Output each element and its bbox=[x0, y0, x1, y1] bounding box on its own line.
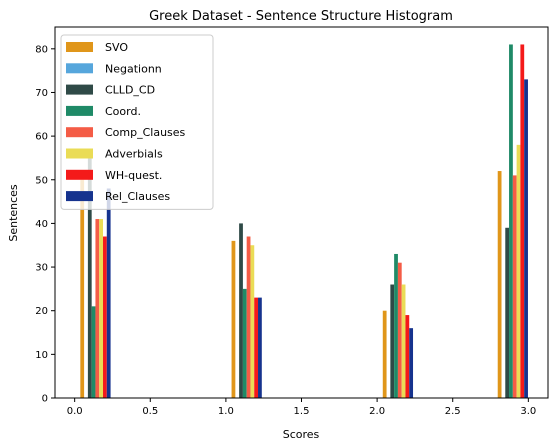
x-axis: 0.0 0.5 1.0 1.5 2.0 2.5 3.0 bbox=[67, 398, 536, 417]
bar-rel-clauses-1 bbox=[258, 297, 262, 398]
bar-adverbials-3 bbox=[516, 144, 521, 398]
bar-comp-clauses-3 bbox=[512, 175, 517, 398]
legend-label: SVO bbox=[105, 41, 128, 54]
y-tick-label: 20 bbox=[35, 306, 48, 317]
legend-swatch bbox=[66, 191, 93, 202]
bar-coord--1 bbox=[242, 288, 247, 398]
legend-swatch bbox=[66, 84, 93, 95]
legend-swatch bbox=[66, 42, 93, 52]
legend-label: Coord. bbox=[105, 105, 141, 118]
legend-swatch bbox=[66, 63, 93, 74]
bar-clld-cd-3 bbox=[505, 227, 510, 398]
legend-label: Negationn bbox=[105, 62, 162, 75]
bar-rel-clauses-0 bbox=[106, 188, 111, 398]
x-tick-label: 0.5 bbox=[142, 406, 158, 417]
legend-label: Comp_Clauses bbox=[105, 126, 186, 139]
legend-label: Rel_Clauses bbox=[105, 190, 170, 203]
chart-title: Greek Dataset - Sentence Structure Histo… bbox=[149, 9, 453, 24]
y-tick-label: 0 bbox=[42, 394, 48, 405]
bar-adverbials-1 bbox=[250, 245, 255, 398]
bar-comp-clauses-2 bbox=[397, 262, 402, 398]
y-tick-label: 50 bbox=[35, 175, 48, 186]
x-tick-label: 3.0 bbox=[520, 406, 536, 417]
legend-label: Adverbials bbox=[105, 148, 163, 161]
x-tick-label: 2.0 bbox=[369, 406, 385, 417]
legend-label: CLLD_CD bbox=[105, 84, 155, 97]
legend-label: WH-quest. bbox=[105, 169, 162, 182]
x-tick-label: 2.5 bbox=[445, 406, 461, 417]
bar-clld-cd-2 bbox=[390, 284, 395, 398]
y-tick-label: 80 bbox=[35, 44, 48, 55]
x-tick-label: 0.0 bbox=[67, 406, 83, 417]
bar-rel-clauses-3 bbox=[524, 79, 528, 398]
bar-svo-3 bbox=[497, 171, 502, 398]
legend: SVO Negationn CLLD_CD Coord. Comp_Clauses Adv… bbox=[60, 34, 214, 210]
bar-wh-quest--3 bbox=[520, 44, 525, 399]
y-tick-label: 40 bbox=[35, 219, 48, 230]
bar-wh-quest--1 bbox=[254, 297, 259, 398]
legend-swatch bbox=[66, 169, 93, 180]
bar-rel-clauses-2 bbox=[409, 328, 414, 398]
bar-comp-clauses-0 bbox=[95, 219, 100, 398]
y-tick-label: 60 bbox=[35, 132, 48, 143]
bar-adverbials-2 bbox=[401, 284, 406, 398]
bar-adverbials-0 bbox=[99, 219, 104, 398]
x-axis-title: Scores bbox=[283, 428, 320, 441]
legend-swatch bbox=[66, 148, 93, 159]
bar-coord--2 bbox=[394, 253, 398, 398]
bar-wh-quest--0 bbox=[103, 236, 107, 398]
y-axis: 0 10 20 30 40 50 60 70 80 bbox=[35, 44, 55, 405]
bar-svo-1 bbox=[231, 240, 236, 398]
bar-coord--0 bbox=[91, 306, 96, 398]
x-tick-label: 1.0 bbox=[218, 406, 234, 417]
bar-comp-clauses-1 bbox=[246, 236, 251, 398]
y-tick-label: 10 bbox=[35, 350, 48, 361]
bar-svo-0 bbox=[80, 179, 85, 398]
bar-wh-quest--2 bbox=[405, 315, 410, 398]
bar-svo-2 bbox=[382, 310, 387, 398]
bar-clld-cd-0 bbox=[87, 157, 92, 398]
bar-coord--3 bbox=[509, 44, 513, 399]
bars bbox=[80, 44, 528, 399]
y-tick-label: 30 bbox=[35, 263, 48, 274]
legend-swatch bbox=[66, 105, 93, 116]
legend-frame bbox=[60, 34, 214, 210]
bar-clld-cd-1 bbox=[239, 223, 243, 398]
legend-swatch bbox=[66, 127, 93, 138]
y-tick-label: 70 bbox=[35, 88, 48, 99]
y-axis-title: Sentences bbox=[7, 184, 20, 242]
x-tick-label: 1.5 bbox=[294, 406, 310, 417]
